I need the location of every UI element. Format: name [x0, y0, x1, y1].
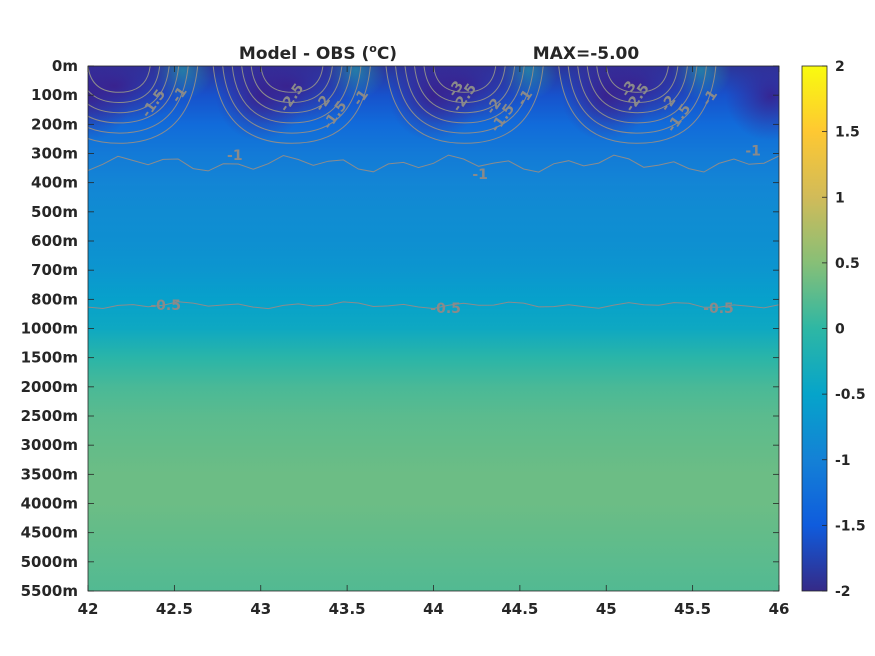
contour-line	[385, 66, 544, 144]
contour-line	[88, 154, 779, 173]
chart-title: Model - OBS (oC)	[239, 42, 397, 64]
contour-line	[558, 66, 717, 144]
contour-line	[88, 301, 779, 310]
cold-core	[725, 66, 779, 141]
y-tick-label: 200m	[31, 115, 78, 133]
x-tick-label: 46	[769, 600, 790, 618]
cold-core	[88, 66, 133, 141]
contour-line	[423, 66, 506, 104]
contour-line	[577, 66, 698, 124]
contour-label: -2	[658, 93, 680, 115]
y-tick-label: 800m	[31, 290, 78, 308]
heatmap-area	[88, 66, 779, 591]
contour-line	[88, 66, 189, 134]
contour-line	[88, 66, 170, 114]
contour-label: -1	[227, 148, 243, 164]
x-tick-label: 45.5	[674, 600, 711, 618]
x-tick-label: 45	[596, 600, 617, 618]
y-tick-label: 300m	[31, 145, 78, 163]
contour-label: -1	[514, 87, 536, 109]
contour-label: -0.5	[703, 301, 734, 317]
colorbar-tick-label: -1	[835, 453, 851, 469]
contour-line	[586, 66, 688, 114]
y-tick-label: 5000m	[21, 553, 78, 571]
contour-line	[222, 66, 362, 134]
contour-label: -1	[745, 144, 761, 160]
y-tick-label: 4500m	[21, 524, 78, 542]
y-tick-label: 1000m	[21, 320, 78, 338]
chart-subtitle: MAX=-5.00	[533, 44, 640, 64]
contour-label: -1	[169, 84, 191, 106]
contour-line	[414, 66, 516, 114]
y-tick-label: 700m	[31, 261, 78, 279]
contour-line	[260, 66, 324, 93]
contour-line	[231, 66, 352, 124]
y-tick-label: 600m	[31, 232, 78, 250]
y-tick-label: 500m	[31, 203, 78, 221]
y-tick-label: 400m	[31, 174, 78, 192]
contour-line	[88, 66, 180, 124]
contour-line	[250, 66, 333, 104]
y-tick-label: 100m	[31, 86, 78, 104]
x-tick-label: 43.5	[329, 600, 366, 618]
x-tick-label: 44	[423, 600, 444, 618]
contour-line	[88, 66, 161, 104]
colorbar-tick-label: 0.5	[835, 256, 860, 272]
contour-line	[596, 66, 679, 104]
y-tick-label: 3000m	[21, 436, 78, 454]
y-tick-label: 3500m	[21, 465, 78, 483]
y-tick-label: 2000m	[21, 378, 78, 396]
x-tick-label: 42	[78, 600, 99, 618]
contour-line	[433, 66, 497, 93]
colorbar-tick-label: 1	[835, 190, 845, 206]
contour-label: -0.5	[430, 301, 461, 317]
y-tick-label: 2500m	[21, 407, 78, 425]
x-tick-label: 42.5	[156, 600, 193, 618]
contour-label: -0.5	[150, 298, 181, 314]
contour-line	[395, 66, 535, 134]
contour-line	[605, 66, 669, 93]
colorbar-tick-label: -1.5	[835, 518, 866, 534]
contour-line	[241, 66, 343, 114]
y-tick-label: 5500m	[21, 582, 78, 600]
colorbar-tick-label: -2	[835, 584, 851, 600]
x-tick-label: 44.5	[501, 600, 538, 618]
contour-line	[567, 66, 707, 134]
contour-label: -1	[350, 87, 372, 109]
y-tick-label: 0m	[52, 57, 78, 75]
contour-label: -1	[699, 87, 721, 109]
colorbar-tick-label: 2	[835, 59, 845, 75]
y-tick-label: 4000m	[21, 495, 78, 513]
contour-label: -1	[472, 167, 488, 183]
colorbar-tick-label: 0	[835, 322, 845, 338]
contour-label: -2	[483, 96, 505, 118]
contour-line	[88, 66, 151, 93]
contour-label: -3	[618, 78, 640, 100]
contour-label: -2	[312, 93, 334, 115]
contour-line	[404, 66, 525, 124]
colorbar-tick-label: 1.5	[835, 125, 860, 141]
contour-line	[212, 66, 371, 144]
colorbar-tick-label: -0.5	[835, 387, 866, 403]
x-tick-label: 43	[250, 600, 271, 618]
contour-line	[88, 66, 199, 144]
contour-label: -3	[445, 78, 467, 100]
y-tick-label: 1500m	[21, 349, 78, 367]
